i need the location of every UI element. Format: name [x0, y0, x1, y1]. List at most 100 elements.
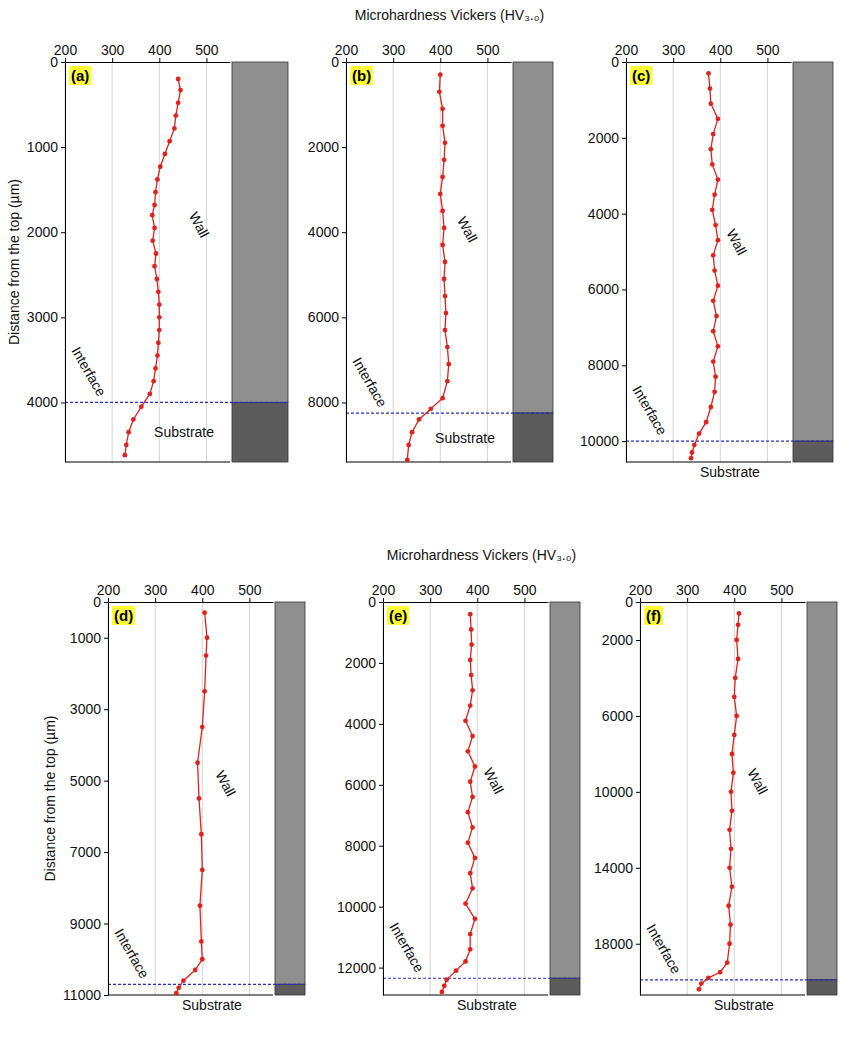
data-point	[446, 362, 451, 367]
tick-label: 0	[625, 594, 633, 610]
tick-mark	[524, 598, 525, 602]
x-axis: 200300400500	[372, 582, 549, 603]
tick: 4000	[588, 206, 626, 222]
tick-mark	[477, 598, 478, 602]
data-point	[155, 277, 160, 282]
tick-mark	[622, 441, 626, 442]
data-point	[699, 981, 704, 986]
axis-line	[641, 602, 806, 603]
data-point	[690, 450, 695, 455]
tick-label: 8000	[588, 357, 619, 373]
tick-mark	[626, 58, 627, 62]
tick-mark	[734, 598, 735, 602]
panel: 20030040050002000400060008000(b)WallInte…	[308, 7, 553, 463]
grid-line	[734, 602, 735, 995]
annotation: Wall	[186, 209, 213, 240]
data-point	[712, 268, 717, 273]
data-point	[711, 298, 716, 303]
data-point	[204, 653, 209, 658]
data-point	[122, 453, 127, 458]
data-point	[438, 72, 443, 77]
data-point	[440, 990, 445, 995]
tick: 8000	[345, 838, 383, 854]
tick-label: 5000	[70, 773, 101, 789]
data-point	[442, 277, 447, 282]
tick-label: 3000	[70, 701, 101, 717]
tick-label: 400	[723, 582, 747, 598]
data-point	[473, 916, 478, 921]
tick: 300	[662, 42, 686, 62]
tick-label: 4000	[27, 394, 58, 410]
y-axis: 01000200030004000	[27, 54, 66, 463]
tick-label: 10000	[337, 899, 376, 915]
data-point	[440, 106, 445, 111]
data-point	[178, 88, 183, 93]
tick-mark	[781, 598, 782, 602]
tick: 1000	[70, 630, 108, 646]
tick-label: 4000	[345, 716, 376, 732]
data-point	[444, 311, 449, 316]
tick: 400	[466, 582, 490, 602]
data-point	[689, 456, 694, 461]
interface-line	[346, 412, 553, 413]
data-point	[406, 443, 411, 448]
data-point	[718, 970, 723, 975]
tick-mark	[673, 58, 674, 62]
frame-line	[346, 462, 511, 463]
plot-area	[174, 610, 209, 995]
grid-line	[430, 602, 431, 995]
tick: 10000	[337, 899, 383, 915]
tick-label: 8000	[345, 838, 376, 854]
data-point	[729, 789, 734, 794]
axis-line	[384, 602, 549, 603]
x-axis: 200300400500	[615, 42, 792, 63]
tick-mark	[104, 602, 108, 603]
data-point	[463, 959, 468, 964]
axis-line	[626, 63, 627, 463]
annotation: Wall	[454, 214, 481, 245]
micrograph-substrate	[550, 978, 580, 995]
tick-mark	[61, 402, 65, 403]
annotation: Substrate	[714, 997, 774, 1013]
tick: 0	[331, 54, 346, 70]
tick-label: 0	[93, 594, 101, 610]
data-point	[147, 392, 152, 397]
data-point	[200, 725, 205, 730]
tick-label: 6000	[588, 281, 619, 297]
tick-mark	[636, 640, 640, 641]
panel: 200300400500020004000600080001000012000(…	[337, 547, 580, 1013]
tick: 2000	[602, 632, 640, 648]
data-point	[195, 760, 200, 765]
tick-mark	[622, 62, 626, 63]
micrograph-wall	[232, 62, 288, 402]
background	[0, 0, 862, 1041]
profile-line	[176, 613, 207, 993]
data-point	[202, 610, 207, 615]
tick: 0	[368, 594, 383, 610]
data-point	[468, 932, 473, 937]
panel-label-background	[387, 606, 409, 625]
micrograph-wall	[807, 602, 837, 980]
tick-label: 300	[676, 582, 700, 598]
tick-label: 11000	[63, 987, 101, 1003]
tick: 400	[429, 42, 453, 62]
data-point	[473, 764, 478, 769]
tick-mark	[720, 58, 721, 62]
tick: 6000	[345, 777, 383, 793]
tick-mark	[622, 138, 626, 139]
tick-label: 300	[382, 42, 406, 58]
tick-label: 4000	[308, 224, 339, 240]
tick-mark	[342, 317, 346, 318]
profile-line	[691, 73, 718, 458]
axis-line	[65, 63, 66, 463]
tick-label: 10000	[594, 784, 633, 800]
annotation: Interface	[349, 355, 390, 410]
tick-mark	[379, 663, 383, 664]
grid-line	[767, 62, 768, 462]
y-axis: 0200040006000800010000	[580, 54, 626, 463]
grid-line	[202, 602, 203, 995]
annotation: Substrate	[700, 464, 760, 480]
tick-label: 400	[429, 42, 453, 58]
data-point	[155, 353, 160, 358]
axis-line	[346, 63, 347, 463]
